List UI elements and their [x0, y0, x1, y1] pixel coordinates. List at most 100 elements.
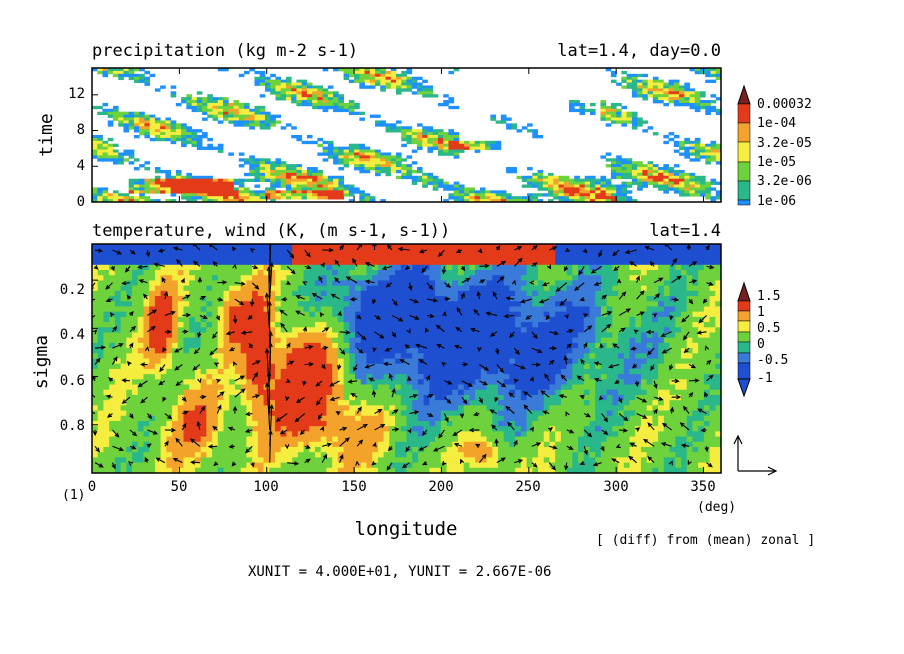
precip-cell — [139, 79, 145, 83]
precip-cell — [128, 152, 135, 156]
temp-cell — [457, 322, 465, 328]
precip-cell — [563, 178, 570, 183]
temp-cell — [463, 368, 470, 375]
temp-cell — [212, 275, 219, 281]
temp-cell — [240, 358, 247, 365]
temp-cell — [160, 316, 167, 323]
precip-cell — [123, 199, 130, 202]
temp-cell — [206, 259, 213, 266]
temp-cell — [154, 337, 162, 344]
precip-cell — [186, 129, 192, 133]
temp-cell — [143, 342, 150, 349]
temp-cell — [372, 379, 379, 385]
temp-cell — [206, 254, 213, 261]
temp-cell — [137, 337, 144, 344]
temp-cell — [492, 275, 499, 281]
precip-cell — [238, 181, 245, 185]
temp-cell — [315, 311, 322, 318]
temp-cell — [172, 322, 179, 328]
precip-cell — [144, 161, 151, 165]
temp-cell — [97, 353, 104, 359]
precip-cell — [212, 184, 219, 188]
temp-cell — [177, 358, 184, 365]
temp-cell — [320, 259, 327, 266]
temp-cell — [132, 358, 139, 365]
temp-cell — [377, 290, 385, 297]
temp-cell — [560, 270, 568, 276]
temp-cell — [297, 249, 304, 255]
precip-cell — [343, 158, 350, 162]
temp-cell — [366, 275, 373, 281]
temp-cell — [274, 254, 282, 261]
precip-cell — [306, 167, 313, 171]
precip-cell — [291, 85, 297, 89]
temp-cell — [97, 363, 104, 370]
temp-cell — [149, 358, 156, 365]
temp-cell — [452, 332, 459, 339]
temp-cell — [583, 296, 590, 302]
precip-cell — [673, 140, 680, 145]
temp-cell — [103, 275, 110, 281]
temp-cell — [578, 363, 585, 370]
precip-cell — [144, 184, 151, 188]
temp-cell — [143, 353, 150, 359]
temp-cell — [297, 244, 304, 250]
precip-cell — [348, 143, 355, 148]
temp-cell — [703, 327, 710, 333]
temp-cell — [166, 259, 173, 266]
precip-cell — [411, 178, 418, 183]
temp-cell — [600, 264, 608, 271]
temp-cell — [360, 332, 367, 339]
temp-cell — [395, 264, 402, 271]
temp-cell — [423, 264, 430, 271]
temp-cell — [629, 264, 636, 271]
temp-cell — [652, 259, 659, 266]
temp-cell — [143, 285, 150, 292]
temp-cell — [395, 249, 402, 255]
precip-cell — [327, 102, 334, 107]
temp-cell — [377, 301, 385, 307]
precip-cell — [354, 76, 360, 81]
precip-cell — [416, 91, 423, 95]
precip-cell — [610, 102, 617, 107]
temp-cell — [463, 259, 470, 266]
precip-cell — [139, 129, 145, 133]
precip-cell — [165, 178, 172, 183]
precip-cell — [285, 97, 292, 101]
precip-cell — [306, 178, 313, 183]
temp-cell — [377, 244, 385, 250]
precip-cell — [285, 167, 292, 171]
temp-cell — [372, 244, 379, 250]
precip-cell — [343, 187, 350, 191]
precip-cell — [647, 126, 654, 130]
temp-cell — [389, 244, 396, 250]
temp-cell — [183, 358, 190, 365]
precip-cell — [705, 111, 711, 116]
precip-cell — [652, 172, 659, 177]
temp-cell — [572, 306, 579, 313]
temp-cell — [166, 311, 173, 318]
temp-cell — [589, 337, 596, 344]
temp-cell — [217, 270, 224, 276]
temp-cell — [555, 379, 562, 385]
precip-cell — [458, 199, 465, 202]
precip-cell — [312, 181, 318, 185]
precip-cell — [453, 199, 460, 202]
precip-cell — [359, 76, 365, 81]
precip-cell — [207, 100, 213, 104]
temp-cell — [92, 327, 99, 333]
precip-cell — [364, 199, 371, 202]
precip-cell — [700, 146, 706, 150]
precip-cell — [312, 100, 318, 104]
temp-cell — [595, 259, 602, 266]
temp-cell — [109, 332, 116, 339]
temp-cell — [686, 363, 693, 370]
precip-cell — [348, 68, 355, 72]
temp-cell — [572, 275, 579, 281]
precip-cell — [223, 184, 229, 188]
temp-cell — [663, 270, 670, 276]
temp-cell — [692, 290, 699, 297]
precip-cell — [448, 146, 455, 150]
temp-cell — [337, 290, 344, 297]
